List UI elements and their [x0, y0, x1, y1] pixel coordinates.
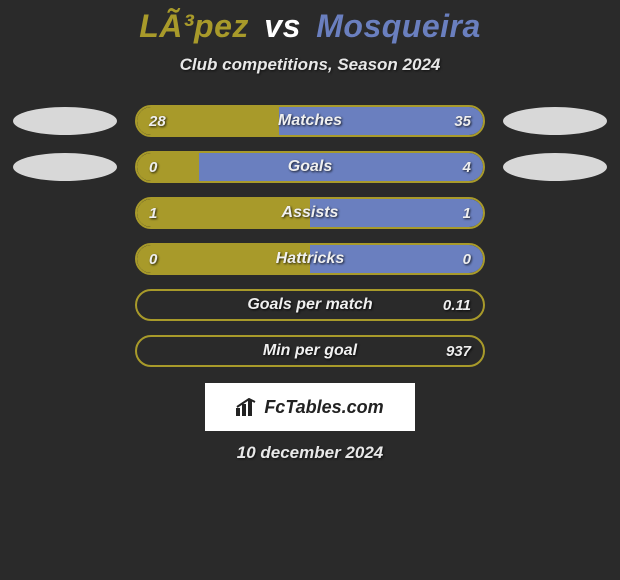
- stat-row: 937Min per goal: [0, 335, 620, 367]
- stat-label: Matches: [137, 107, 483, 135]
- right-marker: [503, 107, 607, 135]
- chart-icon: [236, 398, 258, 416]
- stat-row: 0.11Goals per match: [0, 289, 620, 321]
- footer-logo-text: FcTables.com: [264, 397, 383, 418]
- title-player2: Mosqueira: [316, 8, 481, 44]
- stat-label: Hattricks: [137, 245, 483, 273]
- stat-label: Assists: [137, 199, 483, 227]
- stat-row: 04Goals: [0, 151, 620, 183]
- stat-bar: 11Assists: [135, 197, 485, 229]
- stat-label: Min per goal: [137, 337, 483, 365]
- stat-bar: 937Min per goal: [135, 335, 485, 367]
- left-marker: [13, 107, 117, 135]
- comparison-infographic: LÃ³pez vs Mosqueira Club competitions, S…: [0, 0, 620, 463]
- stat-label: Goals per match: [137, 291, 483, 319]
- subtitle: Club competitions, Season 2024: [0, 55, 620, 75]
- footer-logo: FcTables.com: [205, 383, 415, 431]
- stat-bar: 04Goals: [135, 151, 485, 183]
- page-title: LÃ³pez vs Mosqueira: [0, 8, 620, 45]
- stat-row: 00Hattricks: [0, 243, 620, 275]
- right-marker: [503, 153, 607, 181]
- stat-label: Goals: [137, 153, 483, 181]
- stat-bar: 2835Matches: [135, 105, 485, 137]
- title-player1: LÃ³pez: [139, 8, 249, 44]
- stat-row: 11Assists: [0, 197, 620, 229]
- left-marker: [13, 153, 117, 181]
- stat-row: 2835Matches: [0, 105, 620, 137]
- footer-date: 10 december 2024: [0, 443, 620, 463]
- title-vs: vs: [264, 8, 301, 44]
- stat-bar: 00Hattricks: [135, 243, 485, 275]
- stat-bar: 0.11Goals per match: [135, 289, 485, 321]
- stat-rows: 2835Matches 04Goals 11Assists 00Hattricks 0.…: [0, 105, 620, 367]
